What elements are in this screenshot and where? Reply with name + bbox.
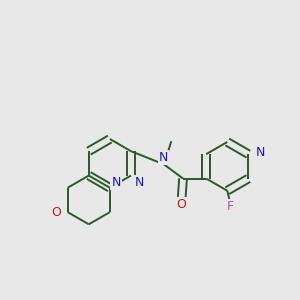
Text: F: F [227,200,234,213]
Text: N: N [111,176,121,189]
Text: O: O [177,197,187,211]
Text: N: N [159,152,168,164]
Text: O: O [51,206,61,219]
Text: N: N [135,176,145,189]
Text: N: N [256,146,266,160]
